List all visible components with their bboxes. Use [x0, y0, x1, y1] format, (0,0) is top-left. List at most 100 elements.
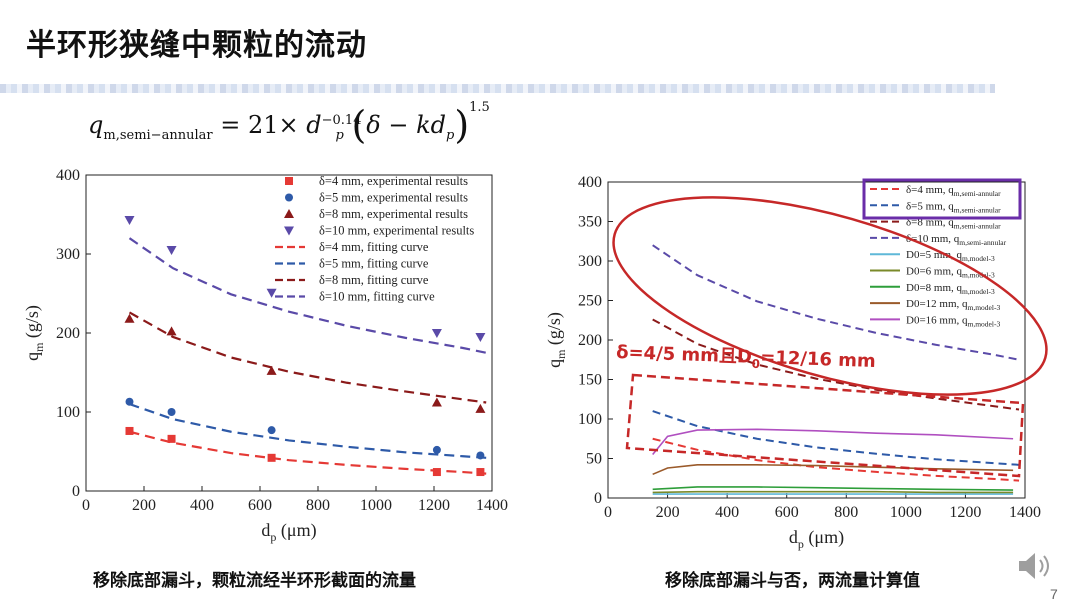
data-point: [166, 326, 177, 336]
slide-title: 半环形狭缝中颗粒的流动: [26, 28, 367, 63]
title-divider-band: [0, 84, 995, 93]
formula-d-sup: −0.14: [321, 113, 362, 128]
y-tick-label: 400: [578, 174, 602, 191]
x-tick-label: 0: [604, 504, 612, 521]
fitting-curve: [129, 430, 487, 475]
series-line: [652, 490, 1014, 494]
data-point: [167, 408, 176, 416]
data-point: [285, 177, 293, 185]
x-tick-label: 400: [715, 504, 739, 521]
formula-d: d: [306, 111, 322, 139]
fitting-curve: [128, 311, 487, 404]
x-tick-label: 1000: [890, 504, 922, 521]
data-point: [431, 329, 442, 338]
y-tick-label: 400: [56, 167, 80, 184]
y-tick-label: 100: [578, 411, 602, 428]
x-axis-label: dp (μm): [789, 527, 844, 551]
x-tick-label: 600: [775, 504, 799, 521]
legend-highlight-box: [862, 178, 1022, 220]
x-axis-label: dp (μm): [261, 520, 316, 544]
formula-close-paren: ): [454, 103, 470, 147]
y-tick-label: 0: [72, 483, 80, 500]
data-point: [125, 426, 134, 435]
right-chart: 0 200 400 600 800 1000 1200 1400 0 50 100 150 200 250…: [544, 174, 1048, 551]
series-line: [652, 244, 1020, 361]
legend-entry: D0=5 mm, qm,model-3: [906, 249, 995, 263]
formula-coef: = 21×: [220, 111, 299, 139]
y-tick-label: 150: [578, 372, 602, 389]
x-tick-label: 1000: [360, 497, 392, 514]
x-tick-label: 800: [306, 497, 330, 514]
data-point: [432, 468, 441, 477]
x-tick-label: 200: [132, 497, 156, 514]
series-line: [652, 428, 1014, 456]
highlight-dashed-box: [625, 373, 1025, 478]
data-point: [124, 216, 135, 226]
legend-entry: δ=5 mm, qm,semi-annular: [906, 200, 1001, 214]
data-point: [475, 403, 486, 413]
y-tick-label: 200: [56, 325, 80, 342]
series-line: [652, 410, 1020, 466]
data-point: [284, 209, 294, 218]
data-point: [431, 397, 442, 407]
flow-rate-formula: qm,semi−annular = 21× d−0.14p (δ − kdp)1…: [88, 100, 490, 147]
series-line: [652, 464, 1014, 476]
formula-delta-term: δ − kd: [366, 111, 446, 139]
right-caption: 移除底部漏斗与否，两流量计算值: [665, 571, 920, 591]
y-tick-label: 200: [578, 332, 602, 349]
legend-entry: δ=4 mm, qm,semi-annular: [906, 184, 1001, 198]
x-tick-label: 600: [248, 497, 272, 514]
x-tick-label: 1200: [418, 497, 450, 514]
legend-entry: δ=5 mm, fitting curve: [319, 257, 429, 271]
data-point: [476, 468, 485, 477]
x-tick-label: 0: [82, 497, 90, 514]
data-point: [166, 246, 177, 256]
fitting-curve: [128, 237, 487, 354]
slide-number: 7: [1050, 586, 1058, 602]
legend-entry: δ=8 mm, fitting curve: [319, 273, 429, 287]
y-tick-label: 50: [586, 451, 602, 468]
series-line: [652, 437, 1020, 482]
legend-entry: δ=10 mm, fitting curve: [319, 290, 435, 304]
x-tick-label: 1200: [949, 504, 981, 521]
legend-entry: D0=12 mm, qm,model-3: [906, 298, 1000, 312]
legend-entry: δ=8 mm, qm,semi-annular: [906, 217, 1001, 231]
data-point: [167, 434, 176, 443]
y-tick-label: 300: [578, 253, 602, 270]
left-chart: 0 200 400 600 800 1000 1200 1400 0 100 200 300 400 dp…: [22, 167, 508, 544]
series-line: [652, 486, 1014, 491]
legend-entry: δ=4 mm, experimental results: [319, 174, 468, 188]
x-tick-label: 1400: [1009, 504, 1041, 521]
x-tick-label: 1400: [476, 497, 508, 514]
plot-frame: [85, 174, 493, 492]
x-tick-label: 200: [656, 504, 680, 521]
highlight-ellipse: [612, 196, 1048, 396]
y-tick-label: 300: [56, 246, 80, 263]
annotation-label: δ=4/5 mm且D0=12/16 mm: [616, 342, 876, 375]
x-tick-label: 800: [834, 504, 858, 521]
y-tick-label: 250: [578, 293, 602, 310]
left-caption: 移除底部漏斗，颗粒流经半环形截面的流量: [93, 571, 416, 591]
y-axis-label: qm (g/s): [22, 305, 46, 361]
legend-entry: δ=8 mm, experimental results: [319, 207, 468, 221]
formula-exp: 1.5: [469, 100, 490, 115]
data-point: [475, 332, 486, 342]
legend-entry: D0=8 mm, qm,model-3: [906, 282, 995, 296]
x-tick-label: 400: [190, 497, 214, 514]
formula-lhs: q: [88, 111, 104, 139]
data-point: [284, 226, 294, 236]
y-tick-label: 100: [56, 404, 80, 421]
legend-entry: δ=4 mm, fitting curve: [319, 240, 429, 254]
speaker-icon[interactable]: [1015, 548, 1059, 584]
fitting-curve: [129, 403, 487, 459]
formula-lhs-sub: m,semi−annular: [103, 127, 213, 143]
data-point: [266, 365, 277, 375]
y-axis-label: qm (g/s): [544, 312, 568, 368]
data-point: [124, 313, 135, 323]
formula-delta-sub: p: [446, 127, 455, 143]
legend-entry: δ=5 mm, experimental results: [319, 191, 468, 205]
y-tick-label: 0: [594, 490, 602, 507]
data-point: [266, 288, 277, 298]
formula-open-paren: (: [351, 103, 367, 147]
formula-d-sub: p: [335, 127, 344, 143]
